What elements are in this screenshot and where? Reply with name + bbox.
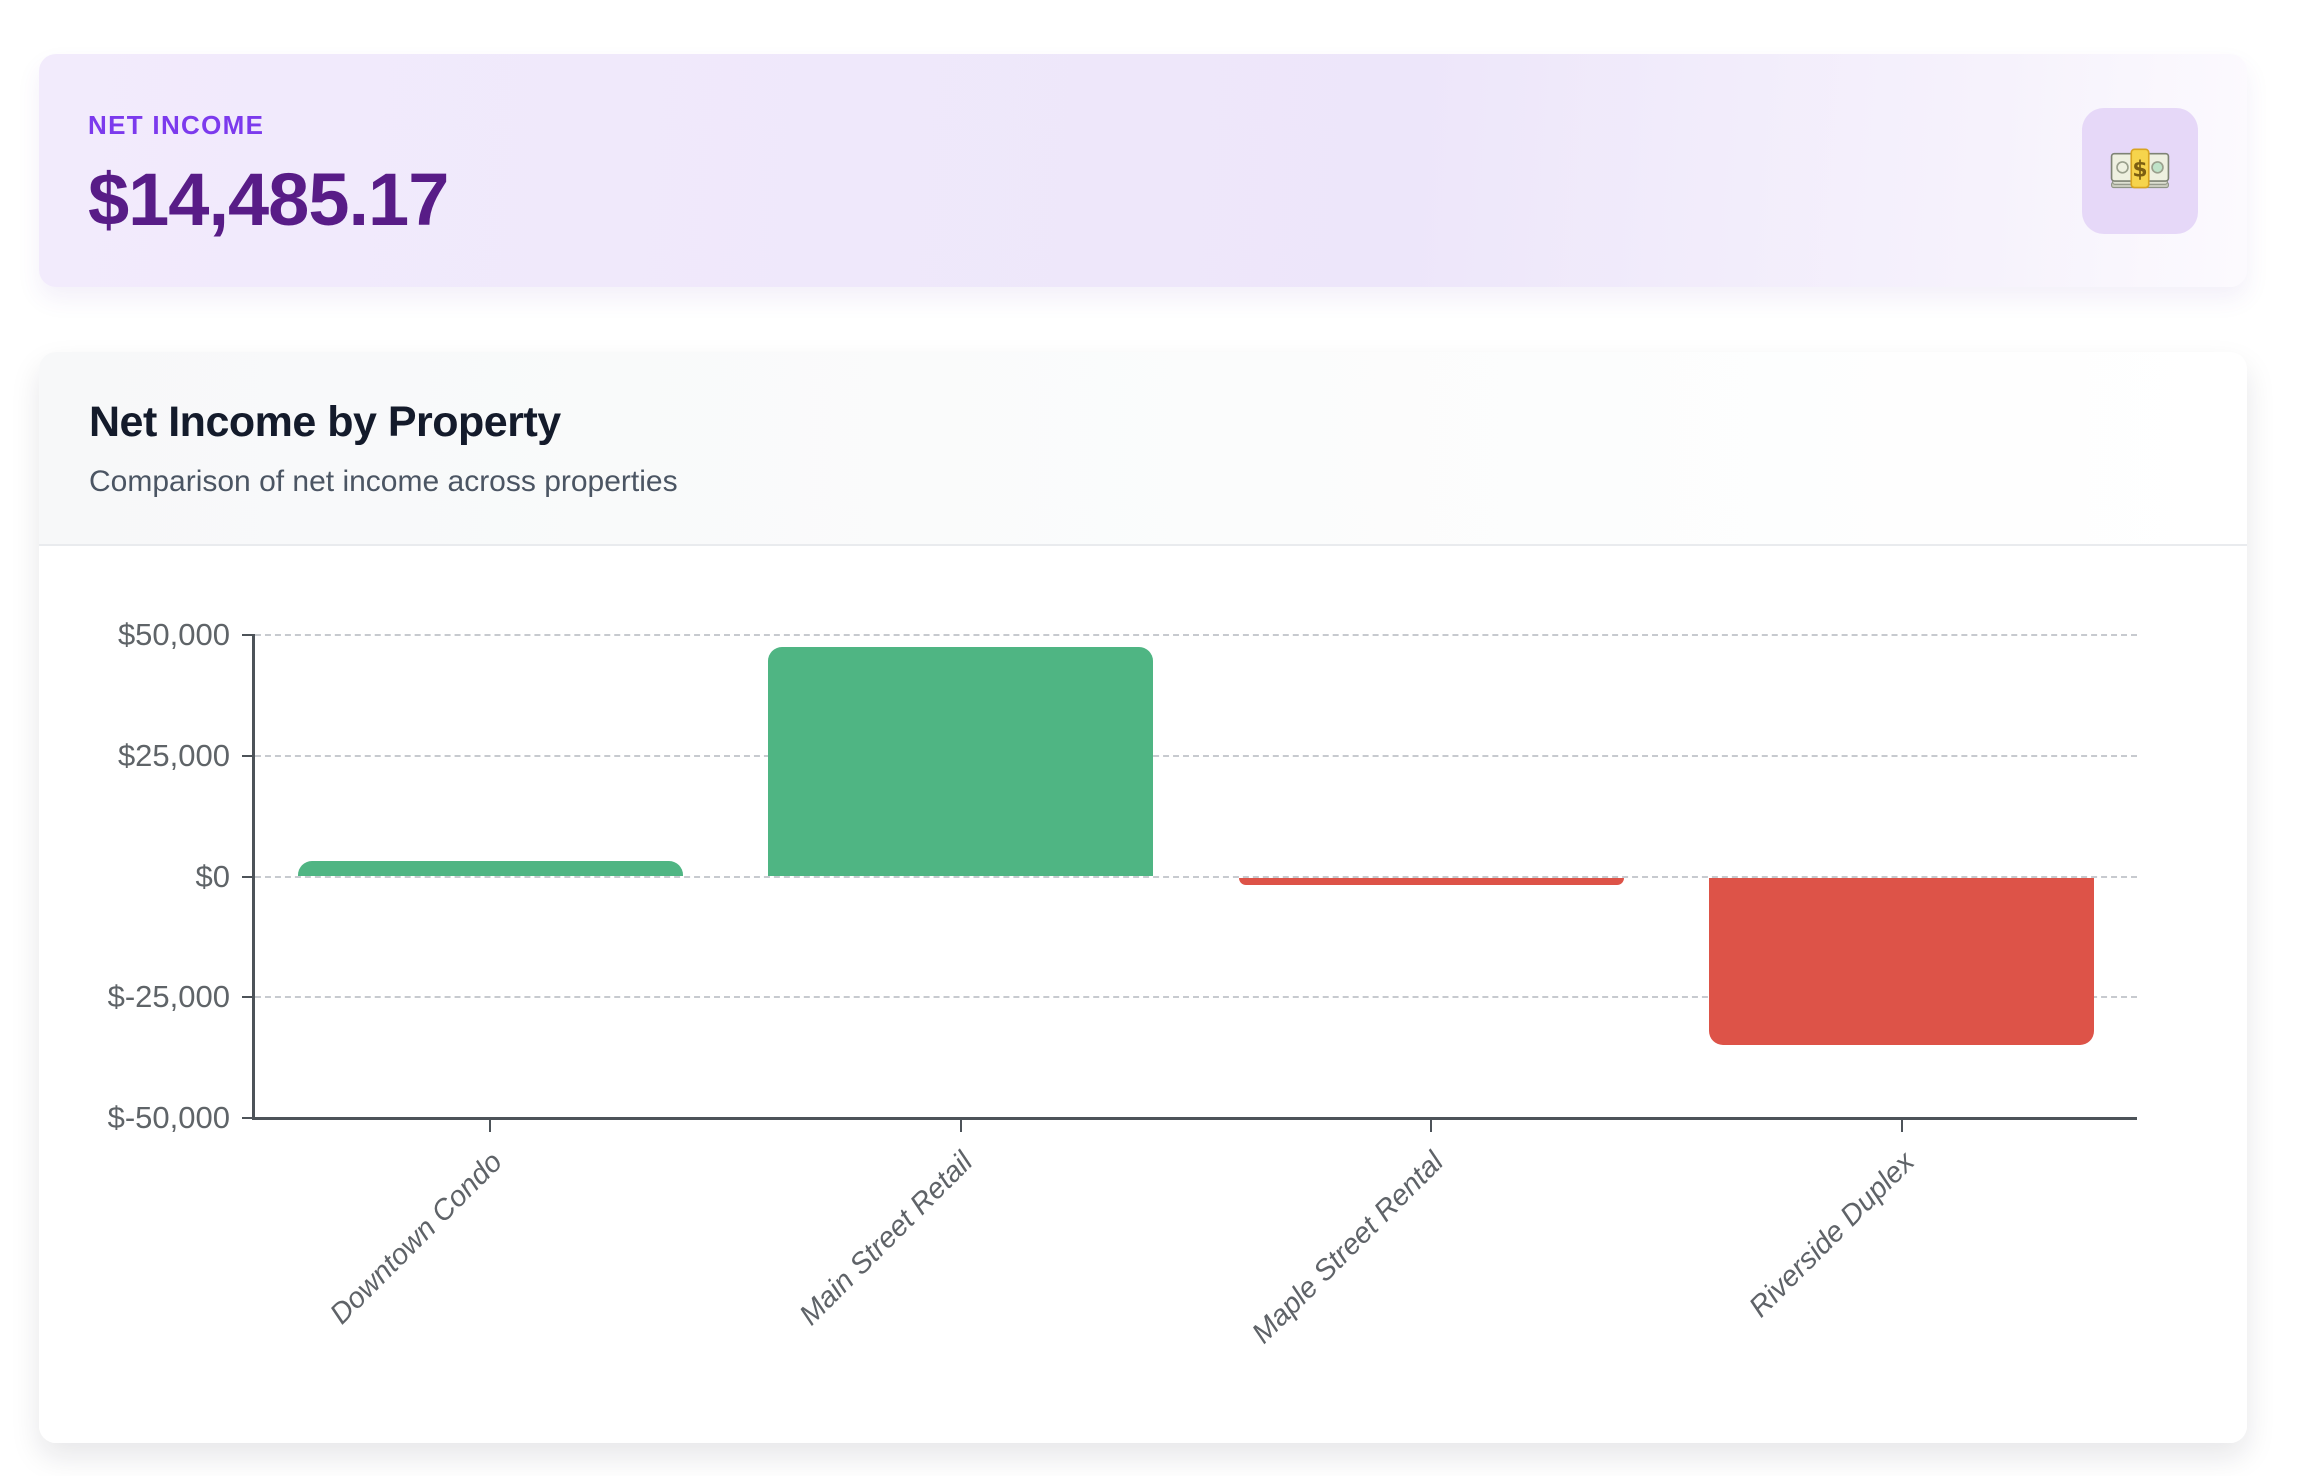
y-tick-label: $0 bbox=[195, 858, 230, 894]
net-income-icon-badge: $ bbox=[2082, 108, 2198, 234]
gridline-25000 bbox=[255, 754, 2137, 757]
x-tick-mark bbox=[1900, 1118, 1903, 1132]
gridline-0 bbox=[255, 875, 2137, 878]
x-axis-label-maple-street-rental: Maple Street Rental bbox=[1246, 1146, 1450, 1350]
net-income-label: NET INCOME bbox=[88, 110, 265, 140]
chart-subtitle: Comparison of net income across properti… bbox=[89, 465, 678, 498]
y-tick-label: $50,000 bbox=[117, 617, 230, 652]
x-axis-label-riverside-duplex: Riverside Duplex bbox=[1742, 1146, 1921, 1324]
chart-header: Net Income by Property Comparison of net… bbox=[39, 352, 2247, 546]
y-tick-mark bbox=[242, 634, 255, 636]
x-axis-line bbox=[252, 1117, 2137, 1120]
x-axis-label-main-street-retail: Main Street Retail bbox=[793, 1146, 980, 1332]
bar-maple-street-rental[interactable] bbox=[1238, 877, 1624, 885]
chart-title: Net Income by Property bbox=[89, 398, 561, 446]
x-axis-label-downtown-condo: Downtown Condo bbox=[324, 1146, 509, 1331]
y-tick-label: $25,000 bbox=[117, 737, 230, 773]
gridline--25000 bbox=[255, 996, 2137, 999]
y-tick-mark bbox=[242, 1117, 255, 1119]
y-tick-label: $-50,000 bbox=[107, 1100, 230, 1135]
y-tick-mark bbox=[242, 875, 255, 878]
bar-riverside-duplex[interactable] bbox=[1709, 877, 2095, 1046]
money-banknote-icon: $ bbox=[2105, 134, 2175, 209]
svg-text:$: $ bbox=[2132, 157, 2147, 182]
bar-downtown-condo[interactable] bbox=[297, 861, 683, 877]
gridline-50000 bbox=[255, 634, 2137, 636]
net-income-chart-card: Net Income by Property Comparison of net… bbox=[39, 352, 2247, 1443]
x-tick-mark bbox=[959, 1118, 962, 1132]
y-tick-label: $-25,000 bbox=[107, 979, 230, 1015]
bar-main-street-retail[interactable] bbox=[768, 646, 1154, 877]
net-income-summary-card: NET INCOME $14,485.17 $ bbox=[39, 54, 2247, 287]
y-axis-line bbox=[252, 635, 255, 1118]
x-tick-mark bbox=[489, 1118, 492, 1132]
y-tick-mark bbox=[242, 754, 255, 757]
x-tick-mark bbox=[1430, 1118, 1433, 1132]
net-income-value: $14,485.17 bbox=[88, 158, 449, 241]
bar-chart: $50,000 $25,000 $0 $-25,000 $-50,000 Downtown… bbox=[39, 548, 2247, 1443]
y-tick-mark bbox=[242, 996, 255, 999]
